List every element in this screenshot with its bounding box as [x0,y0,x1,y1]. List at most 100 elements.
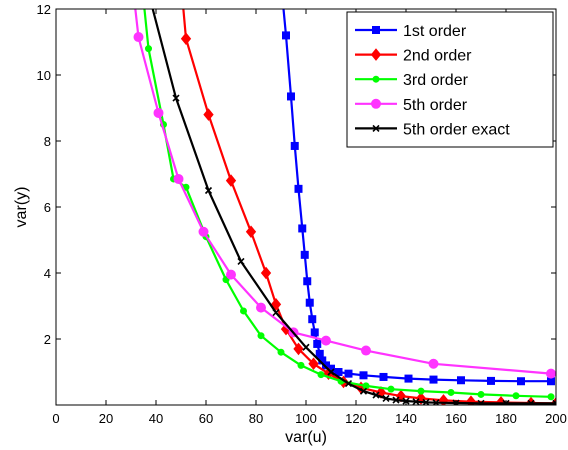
data-point [512,392,520,400]
data-point [173,173,184,184]
data-point [315,349,324,358]
legend: 1st order 2nd order 3rd order 5th order 5th … [346,11,554,148]
legend-marker [370,48,382,61]
data-point [153,107,164,118]
data-point [133,32,144,43]
data-point [487,376,495,385]
legend-marker [372,26,380,34]
data-point [226,269,236,280]
data-point [344,369,353,378]
data-point [547,377,555,386]
x-tick-label: 180 [495,411,517,426]
series-5 [151,9,556,405]
data-point [552,399,556,405]
data-point [260,266,272,280]
x-tick-label: 40 [149,411,163,426]
legend-entry: 5th order exact [355,121,510,138]
data-point [477,399,485,405]
y-tick-label: 4 [44,266,51,281]
data-point [277,348,285,356]
data-point [294,184,303,193]
data-point [305,298,314,307]
data-point [308,357,319,371]
data-point [300,250,309,259]
data-point [272,309,280,317]
data-point [256,302,266,313]
legend-marker [372,75,380,83]
series-1 [282,9,555,386]
data-point [417,387,425,395]
data-point [457,376,465,385]
data-point [359,371,368,380]
data-point [198,226,209,237]
data-point [527,399,535,405]
data-point [517,377,525,386]
legend-label: 1st order [403,23,467,40]
legend-marker [372,124,380,132]
data-point [203,108,214,121]
data-point [180,32,192,45]
data-point [297,361,305,369]
x-tick-label: 20 [99,411,113,426]
data-point [546,368,556,379]
data-point [303,277,312,286]
x-tick-label: 140 [395,411,417,426]
legend-entry: 5th order [355,97,468,114]
data-point [392,396,400,404]
y-axis-label: var(y) [13,187,30,228]
data-point [225,174,237,187]
data-point [245,225,257,239]
data-point [361,345,371,356]
data-point [293,342,304,356]
data-point [282,31,290,40]
data-point [310,328,319,337]
legend-entry: 1st order [355,23,467,40]
data-point [317,371,325,379]
series-4 [133,9,556,379]
data-point [344,379,353,388]
data-point [287,92,295,101]
data-point [379,372,388,381]
data-point [334,368,343,376]
x-tick-label: 80 [249,411,263,426]
data-point [172,94,180,102]
data-point [404,374,413,383]
legend-entry: 3rd order [355,72,469,89]
data-point [321,335,331,346]
x-tick-label: 200 [545,411,567,426]
data-point [412,398,420,405]
data-point [359,387,368,395]
data-point [270,298,282,311]
legend-label: 5th order exact [403,121,510,138]
data-point [422,398,430,405]
data-point [308,315,317,324]
data-point [387,385,395,393]
data-point [477,390,485,398]
legend-label: 5th order [403,97,468,114]
y-tick-label: 10 [37,68,51,83]
data-point [327,368,335,376]
series-line [134,9,552,375]
y-tick-label: 12 [37,2,51,17]
legend-marker [371,98,381,109]
y-tick-label: 8 [44,134,51,149]
data-point [382,394,390,402]
data-point [237,257,245,266]
data-point [428,358,439,369]
legend-entry: 2nd order [355,48,472,65]
data-point [240,307,247,315]
data-point [429,375,438,384]
data-point [290,141,299,150]
data-point [298,224,307,233]
legend-label: 2nd order [403,48,472,65]
axes-layer: 0 20 40 60 80 100 120 140 160 180 200 2 4 6 8 10 12 [37,2,567,426]
data-point [313,339,322,348]
data-point [204,186,213,195]
x-tick-label: 0 [52,411,59,426]
data-point [447,388,455,396]
x-tick-label: 160 [445,411,467,426]
series-layer [133,9,556,405]
x-axis-label: var(u) [285,429,327,446]
x-tick-label: 100 [295,411,317,426]
